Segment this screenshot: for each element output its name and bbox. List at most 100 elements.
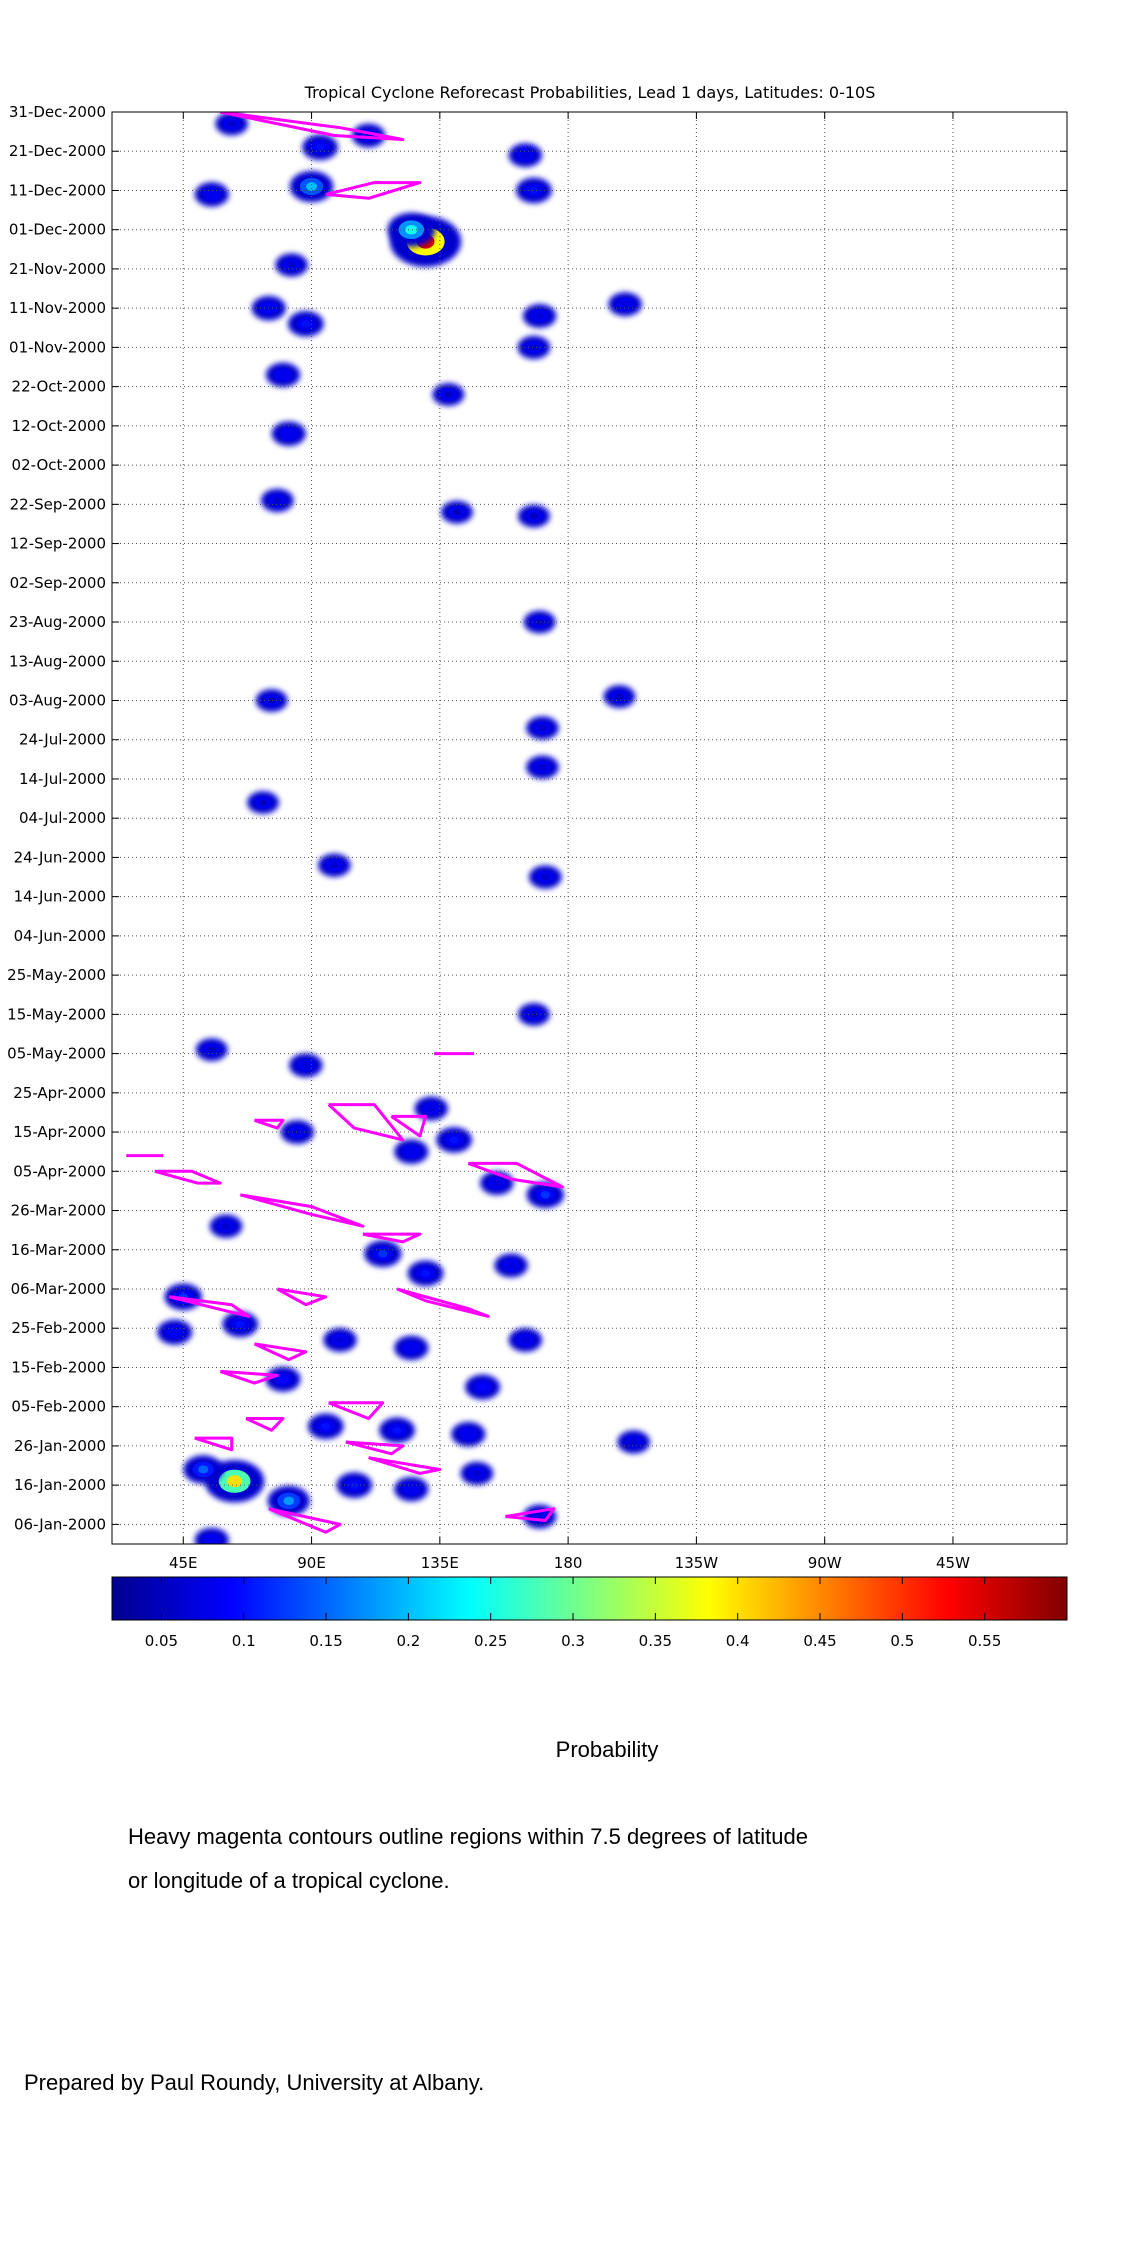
- heatmap-cell: [364, 1240, 402, 1268]
- heatmap-cell-core: [535, 312, 544, 320]
- y-tick-label: 15-Feb-2000: [11, 1358, 106, 1376]
- colorbar-tick-label: 0.35: [639, 1632, 672, 1650]
- tc-contour: [390, 1114, 428, 1138]
- heatmap-cell-core: [259, 799, 268, 806]
- heatmap-cell: [508, 1328, 543, 1352]
- heatmap-cell-core: [283, 1496, 295, 1506]
- heatmap-cell-core: [405, 224, 418, 235]
- heatmap-cell-core: [278, 1375, 288, 1383]
- heatmap-cell: [323, 1328, 357, 1352]
- heatmap-cell: [508, 143, 543, 168]
- heatmap-cell: [194, 1527, 229, 1544]
- heatmap-cell: [222, 1311, 259, 1338]
- heatmap-cell-core: [538, 763, 547, 771]
- heatmap-cell-core: [267, 697, 276, 704]
- heatmap-cell: [394, 1335, 429, 1361]
- heatmap-cell-core: [492, 1179, 502, 1187]
- y-tick-label: 26-Jan-2000: [14, 1437, 106, 1455]
- tc-contour: [345, 1440, 405, 1456]
- heatmap-cell-core: [449, 1136, 459, 1144]
- heatmap-cell: [517, 335, 551, 360]
- note-line-2: or longitude of a tropical cyclone.: [128, 1868, 450, 1893]
- colorbar-label: Probability: [555, 1737, 659, 1762]
- heatmap-cell: [526, 1181, 565, 1209]
- heatmap-cell-core: [452, 508, 461, 516]
- y-tick-label: 05-May-2000: [7, 1045, 106, 1063]
- heatmap-cell-core: [207, 1046, 216, 1053]
- heatmap-cell-core: [207, 1536, 217, 1544]
- heatmap-cell: [523, 610, 556, 634]
- heatmap-cell: [515, 177, 552, 204]
- tc-contour: [368, 1456, 442, 1475]
- y-tick-label: 26-Mar-2000: [11, 1202, 106, 1220]
- colorbar-tick-label: 0.5: [890, 1632, 914, 1650]
- heatmap-cell-core: [521, 151, 530, 159]
- colorbar-gradient: [112, 1577, 1067, 1620]
- heatmap-cell: [379, 1417, 415, 1444]
- credit-text: Prepared by Paul Roundy, University at A…: [24, 2070, 485, 2095]
- y-tick-label: 02-Oct-2000: [12, 456, 106, 474]
- heatmap-cell-core: [535, 1513, 544, 1520]
- tc-contour: [467, 1161, 564, 1189]
- heatmap-cell: [307, 1413, 344, 1440]
- tc-contour: [362, 1232, 422, 1244]
- chart-title: Tropical Cyclone Reforecast Probabilitie…: [304, 83, 876, 102]
- heatmap-cell-core: [535, 618, 544, 626]
- heatmap-cell: [522, 304, 557, 328]
- y-tick-label: 06-Jan-2000: [14, 1515, 106, 1533]
- tc-contour: [154, 1169, 222, 1185]
- y-tick-label: 15-May-2000: [7, 1005, 106, 1023]
- y-tick-label: 16-Jan-2000: [14, 1476, 106, 1494]
- tc-contour: [327, 1103, 405, 1142]
- heatmap-cell-core: [321, 1422, 331, 1430]
- heatmap-cell-core: [538, 724, 547, 732]
- y-tick-label: 01-Dec-2000: [9, 221, 106, 239]
- heatmap-cell: [617, 1430, 651, 1454]
- heatmap-cell-core: [444, 391, 453, 398]
- heatmap-cell-core: [378, 1249, 388, 1258]
- y-tick-label: 23-Aug-2000: [9, 613, 106, 631]
- heatmap-cell: [183, 1455, 224, 1484]
- colorbar-frame: [111, 1576, 1068, 1621]
- heatmap-cell: [407, 1260, 444, 1287]
- heatmap-cell: [394, 1139, 429, 1164]
- heatmap-cell: [451, 1421, 486, 1447]
- heatmap-cell-core: [198, 1465, 209, 1474]
- tc-contour: [268, 1507, 342, 1534]
- colorbar-tick-label: 0.2: [396, 1632, 420, 1650]
- y-axis: 31-Dec-2000 21-Dec-2000 11-Dec-2000 01-Dec-…: [7, 103, 1067, 1533]
- x-tick-label: 180: [554, 1554, 583, 1572]
- y-tick-label: 11-Nov-2000: [9, 299, 106, 317]
- heatmap-cell-core: [540, 1191, 550, 1199]
- tc-contour: [276, 1287, 328, 1307]
- y-tick-label: 24-Jun-2000: [14, 848, 106, 866]
- heatmap-cell: [517, 504, 550, 528]
- heatmap-cell-core: [301, 1062, 311, 1069]
- y-tick-label: 25-Feb-2000: [11, 1319, 106, 1337]
- heatmap-cell: [265, 362, 301, 388]
- heatmap-cell-core: [284, 430, 294, 438]
- heatmap-cell-core: [629, 1438, 638, 1446]
- y-tick-label: 04-Jun-2000: [14, 927, 106, 945]
- y-tick-label: 03-Aug-2000: [9, 691, 106, 709]
- colorbar-tick-label: 0.3: [561, 1632, 585, 1650]
- x-tick-label: 45E: [169, 1554, 198, 1572]
- heatmap-cell-core: [407, 1148, 416, 1156]
- heatmap-cell: [387, 212, 436, 247]
- heatmap-cell: [157, 1319, 193, 1345]
- heatmap-cell: [195, 1038, 228, 1062]
- heatmap-cell: [289, 1053, 323, 1078]
- heatmap-cell: [436, 1127, 473, 1153]
- tc-contour: [254, 1118, 285, 1130]
- colorbar-tick-label: 0.15: [309, 1632, 342, 1650]
- heatmap-cell-core: [306, 182, 318, 191]
- heatmap-cell: [440, 500, 473, 524]
- heatmap-cell-core: [330, 862, 339, 869]
- tc-contour: [219, 1369, 279, 1385]
- heatmap-cell: [215, 112, 249, 136]
- heatmap-cell-core: [529, 1011, 538, 1018]
- heatmap-cell-core: [293, 1128, 302, 1136]
- heatmap-cell: [265, 1366, 301, 1392]
- note-line-1: Heavy magenta contours outline regions w…: [128, 1824, 808, 1849]
- heatmap-cell-core: [207, 190, 217, 198]
